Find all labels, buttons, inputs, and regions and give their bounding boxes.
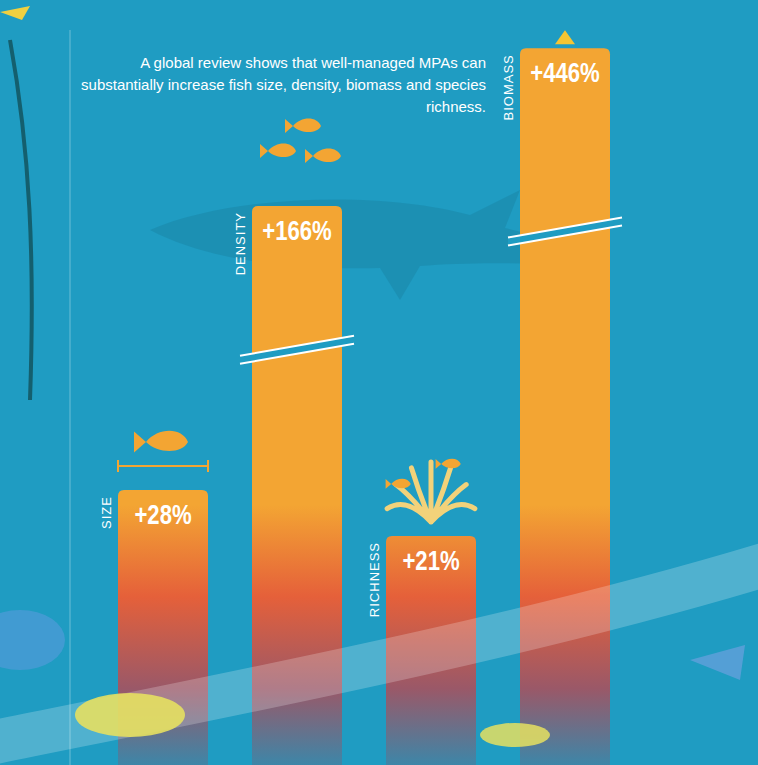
title: A global review shows that well-managed …	[56, 52, 486, 118]
axis-line	[70, 30, 71, 765]
value-label: +21%	[402, 546, 459, 576]
chart: SIZE +28% DENSITY +166% RICHNESS +21% BIOMASS +…	[0, 0, 758, 765]
axis-break	[508, 217, 622, 245]
value-label: +28%	[134, 500, 191, 530]
axis-break	[240, 336, 354, 364]
bar-icon	[260, 118, 341, 163]
foreground-decoration	[0, 560, 758, 747]
category-label: SIZE	[99, 496, 114, 529]
bar-icon	[555, 30, 575, 44]
category-label: BIOMASS	[501, 54, 516, 120]
labels: SIZE +28% DENSITY +166% RICHNESS +21% BIOMASS +…	[99, 54, 600, 617]
bar-icon	[386, 459, 475, 522]
small-fish	[0, 6, 30, 20]
value-label: +166%	[262, 216, 332, 246]
category-label: RICHNESS	[367, 542, 382, 617]
bar-icon	[118, 431, 208, 472]
category-label: DENSITY	[233, 212, 248, 275]
kelp	[10, 40, 32, 400]
value-label: +446%	[530, 58, 600, 88]
bar	[520, 48, 610, 765]
